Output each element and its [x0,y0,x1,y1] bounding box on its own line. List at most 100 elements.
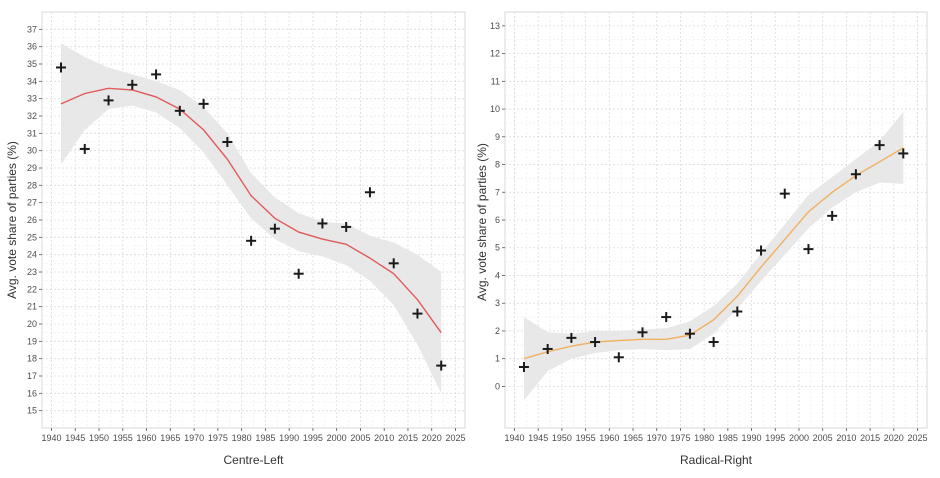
data-point [732,306,743,317]
y-tick-label: 27 [27,198,37,208]
x-tick-label: 1980 [232,433,252,443]
y-tick-label: 36 [27,42,37,52]
data-point [803,244,814,255]
y-tick-label: 23 [27,267,37,277]
y-tick-label: 4 [495,270,500,280]
y-tick-label: 37 [27,24,37,34]
x-tick-label: 2005 [350,433,370,443]
y-tick-label: 33 [27,94,37,104]
y-axis-title: Avg. vote share of parties (%) [475,143,489,301]
data-point [269,223,280,234]
y-tick-label: 1 [495,354,500,364]
chart-panel-2: 1940 1945 1950 1955 1960 1965 1970 1975 1980 1985… [475,11,928,467]
data-point [779,188,790,199]
data-point [341,221,352,232]
data-point [198,98,209,109]
data-point [756,245,767,256]
data-point [412,308,423,319]
confidence-band [61,43,442,394]
x-tick-label: 1955 [113,433,133,443]
data-point [103,95,114,106]
data-point [364,187,375,198]
y-tick-label: 15 [27,406,37,416]
x-tick-label: 2010 [374,433,394,443]
y-tick-label: 21 [27,302,37,312]
y-axis-title: Avg. vote share of parties (%) [5,141,19,299]
chart-panel-1: 1940 1945 1950 1955 1960 1965 1970 1975 1980 1985… [5,11,466,467]
y-tick-label: 32 [27,111,37,121]
data-point [222,137,233,147]
data-point [684,328,695,339]
y-tick-label: 10 [490,104,500,114]
x-tick-label: 2020 [422,433,442,443]
y-tick-label: 24 [27,250,37,260]
data-point [613,352,624,363]
y-tick-label: 18 [27,354,37,364]
x-tick-label: 2005 [813,433,833,443]
data-point [174,105,185,116]
data-point [661,312,672,323]
data-point [827,210,838,221]
x-tick-label: 1970 [647,433,667,443]
x-tick-label: 1950 [552,433,572,443]
data-point [317,218,328,229]
y-tick-label: 13 [490,21,500,31]
y-tick-label: 8 [495,160,500,170]
data-point [708,337,719,348]
x-tick-label: 2000 [789,433,809,443]
y-tick-label: 28 [27,180,37,190]
data-point [246,235,257,246]
x-tick-label: 1975 [208,433,228,443]
x-tick-label: 1980 [694,433,714,443]
data-point [566,332,577,343]
data-point [637,327,648,338]
y-tick-label: 16 [27,388,37,398]
x-tick-label: 2015 [398,433,418,443]
x-tick-label: 1960 [137,433,157,443]
x-tick-label: 1940 [41,433,61,443]
y-tick-label: 20 [27,319,37,329]
y-tick-label: 17 [27,371,37,381]
x-tick-label: 1985 [255,433,275,443]
y-tick-label: 26 [27,215,37,225]
data-point [850,169,861,180]
y-tick-label: 25 [27,232,37,242]
x-tick-label: 1955 [576,433,596,443]
data-point [127,79,138,90]
y-tick-label: 7 [495,187,500,197]
data-point [874,140,885,151]
x-tick-label: 2025 [908,433,928,443]
x-tick-label: 1975 [670,433,690,443]
y-tick-label: 0 [495,381,500,391]
data-point [898,148,909,159]
data-point [151,69,162,80]
y-tick-label: 34 [27,76,37,86]
x-tick-label: 1995 [765,433,785,443]
data-point [293,268,304,279]
x-tick-label: 1960 [599,433,619,443]
x-tick-label: 2020 [884,433,904,443]
y-tick-label: 19 [27,336,37,346]
data-point [436,360,447,371]
y-tick-label: 9 [495,132,500,142]
data-point [542,343,553,354]
y-tick-label: 2 [495,326,500,336]
x-tick-label: 2015 [860,433,880,443]
x-tick-label: 1945 [65,433,85,443]
data-point [590,337,601,348]
y-tick-label: 12 [490,49,500,59]
y-tick-label: 6 [495,215,500,225]
data-point [518,361,529,372]
y-tick-label: 11 [491,76,500,86]
y-tick-label: 35 [27,59,37,69]
x-tick-label: 1965 [623,433,643,443]
x-axis-title: Radical-Right [680,453,753,467]
x-axis-title: Centre-Left [223,453,284,467]
x-tick-label: 2010 [836,433,856,443]
trend-line [60,87,442,334]
y-tick-label: 22 [27,284,37,294]
x-tick-label: 2000 [327,433,347,443]
y-tick-label: 30 [27,146,37,156]
x-tick-label: 1940 [504,433,524,443]
